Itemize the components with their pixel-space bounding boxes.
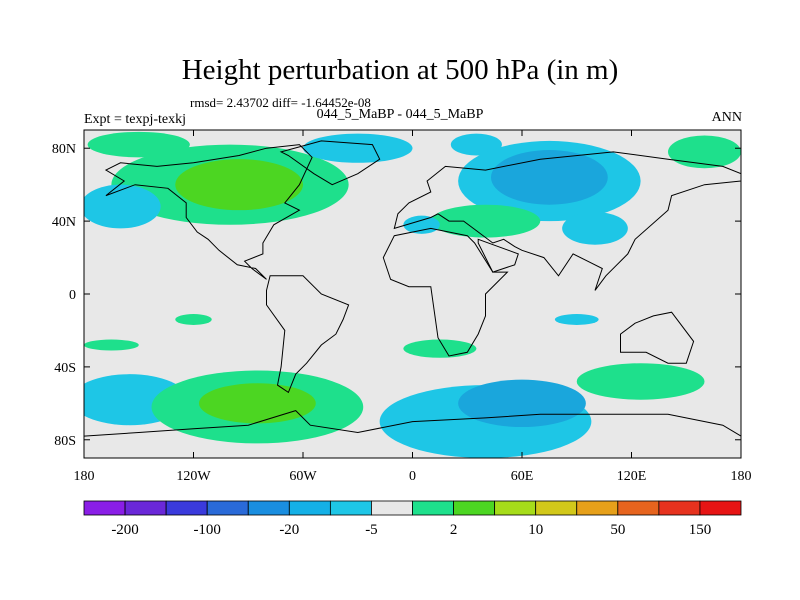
axis-ticks: 180 120W 60W 0 60E 120E 180 80N 40N 0 40S 80S: [52, 130, 752, 484]
case-subtitle: 044_5_MaBP - 044_5_MaBP: [316, 107, 484, 122]
coastline-arabia: [477, 238, 519, 273]
contour-region-pos_light: [668, 135, 741, 169]
y-tick-label: 40S: [54, 361, 76, 376]
contour-region-pos_light: [430, 204, 541, 238]
contour-region-neg_mid: [458, 379, 586, 428]
x-tick-label: 120W: [176, 469, 211, 484]
colorbar-swatch: [412, 500, 454, 516]
contour-region-pos_light: [175, 314, 212, 325]
coastline-layer: [84, 140, 741, 458]
colorbar-swatch: [535, 500, 578, 516]
colorbar-swatch: [453, 500, 496, 516]
contour-region-neg_light: [554, 314, 599, 325]
colorbar-swatch: [329, 500, 372, 516]
coastline-antarctica: [84, 410, 741, 458]
colorbar-swatch: [494, 500, 537, 516]
colorbar-swatch: [288, 500, 331, 516]
rmsd-stats-label: rmsd= 2.43702 diff= -1.64452e-08: [190, 95, 371, 110]
colorbar-label: -200: [111, 522, 139, 538]
contour-region-pos_light: [87, 131, 190, 158]
colorbar-swatch: [165, 500, 208, 516]
contour-region-pos_light: [403, 339, 477, 358]
x-tick-label: 120E: [617, 469, 647, 484]
colorbar-swatch: [699, 500, 742, 516]
colorbar-swatch: [371, 500, 413, 516]
colorbar-label: 150: [689, 522, 712, 538]
contour-layer: [84, 131, 741, 458]
contour-region-neg_light: [450, 133, 502, 156]
colorbar-label: -20: [279, 522, 299, 538]
colorbar-swatch: [206, 500, 249, 516]
colorbar: -200 -100 -20 -5 2 10 50 150: [83, 500, 742, 538]
colorbar-swatch: [658, 500, 701, 516]
coastline-north-america: [104, 144, 313, 280]
contour-region-neg_light: [303, 133, 413, 163]
x-tick-label: 60W: [289, 469, 317, 484]
contour-region-neg_light: [84, 184, 161, 229]
coastline-eurasia: [393, 151, 741, 291]
contour-region-pos_light: [576, 363, 705, 400]
contour-region-neg_light: [562, 212, 628, 245]
coastline-greenland: [279, 140, 381, 186]
contour-region-pos_light: [84, 339, 139, 351]
contour-region-neg_light: [403, 215, 440, 234]
x-tick-label: 0: [409, 469, 416, 484]
y-tick-label: 80N: [52, 142, 76, 157]
colorbar-swatch: [83, 500, 126, 516]
y-tick-label: 40N: [52, 215, 76, 230]
contour-region-pos_mid: [175, 159, 303, 211]
colorbar-swatch: [576, 500, 619, 516]
x-tick-label: 180: [731, 469, 752, 484]
coastline-africa: [382, 227, 509, 357]
season-label: ANN: [711, 110, 742, 125]
colorbar-swatch: [124, 500, 167, 516]
y-tick-label: 80S: [54, 434, 76, 449]
colorbar-label: -5: [365, 522, 378, 538]
x-tick-label: 60E: [511, 469, 534, 484]
colorbar-label: 2: [450, 522, 458, 538]
experiment-label: Expt = texpj-texkj: [84, 112, 186, 127]
colorbar-swatch: [617, 500, 660, 516]
x-tick-label: 180: [74, 469, 95, 484]
y-tick-label: 0: [69, 288, 76, 303]
colorbar-label: 10: [528, 522, 543, 538]
coastline-south-america: [266, 275, 350, 394]
chart-title: Height perturbation at 500 hPa (in m): [181, 54, 619, 86]
colorbar-swatch: [247, 500, 290, 516]
colorbar-label: -100: [193, 522, 221, 538]
coastline-australia: [620, 311, 695, 364]
colorbar-label: 50: [610, 522, 625, 538]
contour-region-pos_mid: [198, 383, 316, 424]
